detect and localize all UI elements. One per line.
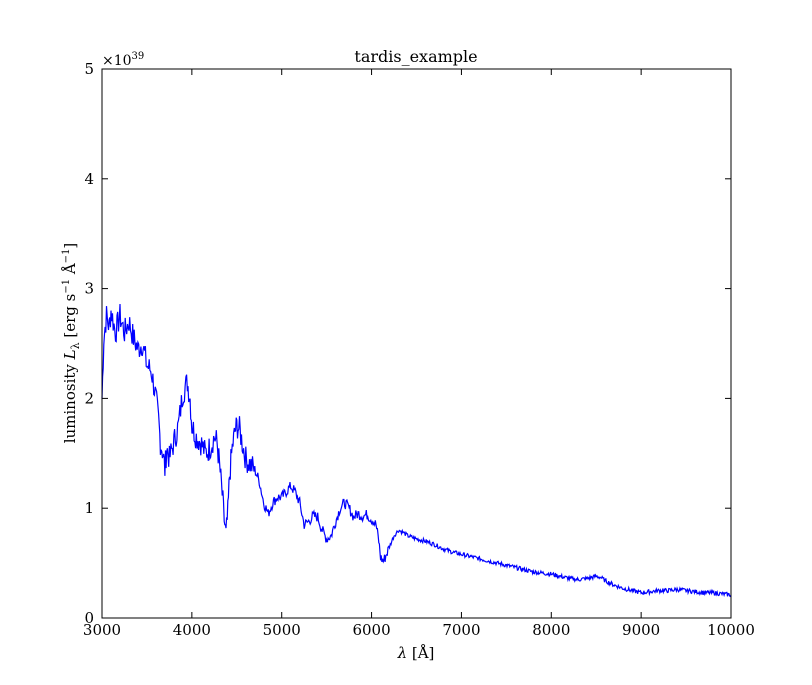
x-tick-label: 9000 <box>622 621 660 639</box>
y-tick-label: 3 <box>84 280 94 298</box>
y-axis: 0 1 2 3 4 5 <box>84 60 731 627</box>
x-axis: 3000 4000 5000 6000 7000 8000 9000 10000 <box>83 69 755 639</box>
y-tick-label: 0 <box>84 609 94 627</box>
x-axis-label: λ [Å] <box>397 644 435 662</box>
x-tick-label: 7000 <box>442 621 480 639</box>
series-line <box>101 303 732 598</box>
y-offset-label: ×1039 <box>102 51 144 69</box>
x-tick-label: 8000 <box>532 621 570 639</box>
plot-area <box>101 68 732 619</box>
y-tick-label: 2 <box>84 389 94 407</box>
x-tick-label: 3000 <box>83 621 121 639</box>
y-tick-label: 1 <box>84 499 94 517</box>
x-tick-label: 6000 <box>352 621 390 639</box>
plot-frame <box>101 68 732 619</box>
y-tick-label: 4 <box>84 170 94 188</box>
x-tick-label: 5000 <box>263 621 301 639</box>
x-tick-label: 10000 <box>707 621 755 639</box>
x-tick-label: 4000 <box>173 621 211 639</box>
chart-title: tardis_example <box>354 47 477 66</box>
y-tick-label: 5 <box>84 60 94 78</box>
y-axis-label: luminosity Lλ [erg s−1 Å−1] <box>61 243 82 444</box>
